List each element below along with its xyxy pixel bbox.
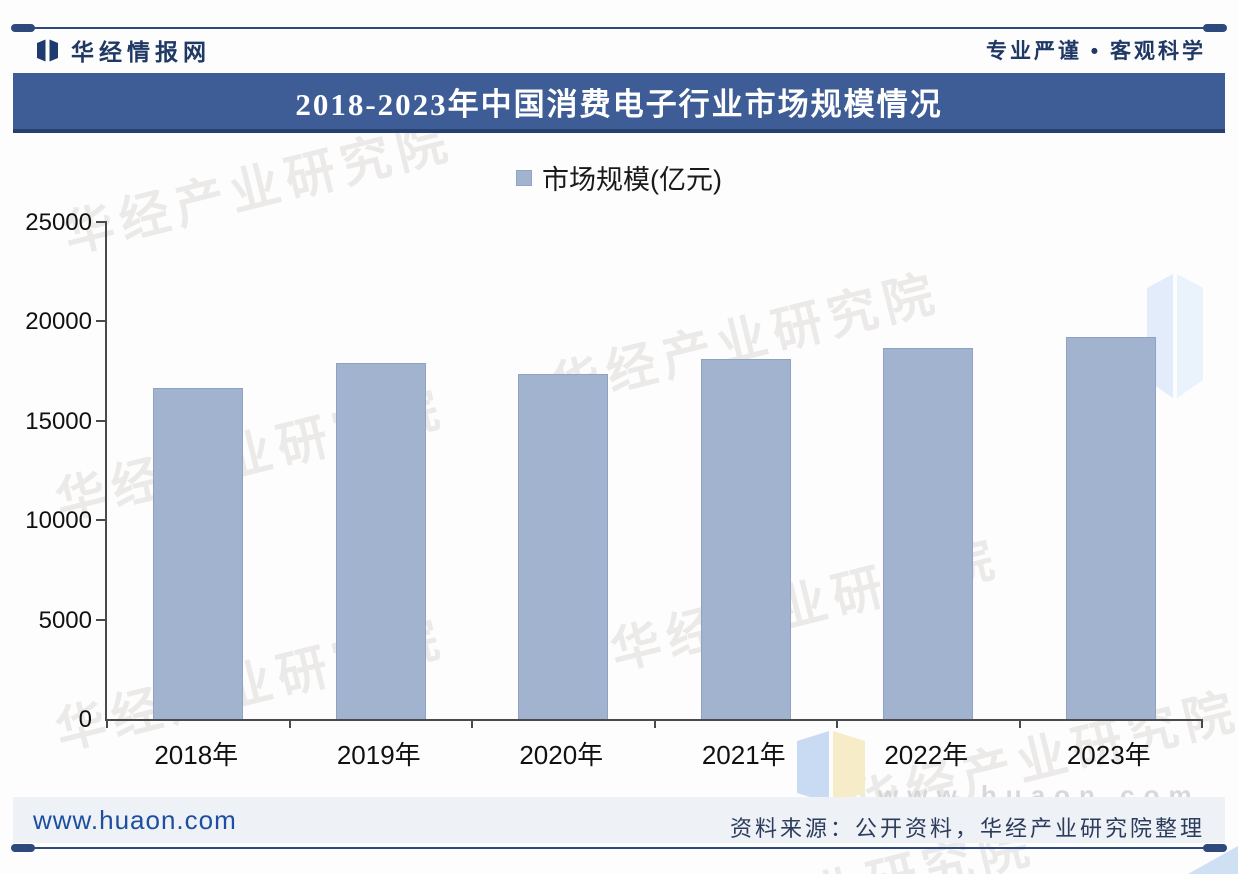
x-tick-mark xyxy=(106,719,108,728)
header: 华经情报网 专业严谨 • 客观科学 xyxy=(34,34,1206,66)
website-url: www.huaon.com xyxy=(33,805,237,835)
header-tagline: 专业严谨 • 客观科学 xyxy=(985,40,1206,63)
legend-swatch xyxy=(516,169,532,186)
legend-label: 市场规模(亿元) xyxy=(542,165,722,195)
bar-2020年 xyxy=(518,374,609,719)
x-axis-labels: 2018年 2019年 2020年 2021年 2022年 2023年 xyxy=(105,735,1200,770)
chart-title-banner: 2018-2023年中国消费电子行业市场规模情况 xyxy=(13,73,1225,133)
x-tick-mark xyxy=(288,719,291,728)
x-tick-mark xyxy=(1201,719,1203,728)
x-tick-mark xyxy=(836,719,838,728)
plot-area xyxy=(96,221,1203,728)
x-tick-label: 2021年 xyxy=(701,740,786,770)
y-tick-label: 10000 xyxy=(25,507,92,535)
y-tick-label: 20000 xyxy=(25,308,92,336)
site-logo: 华经情报网 xyxy=(34,33,211,67)
y-tick-label: 0 xyxy=(78,706,92,733)
source-note: 资料来源：公开资料，华经产业研究院整理 xyxy=(729,816,1205,841)
y-tick-mark xyxy=(96,419,107,422)
y-tick-mark xyxy=(96,618,107,621)
y-tick-mark xyxy=(96,221,107,223)
x-tick-label: 2023年 xyxy=(1066,740,1151,770)
x-tick-label: 2019年 xyxy=(336,740,421,770)
y-tick-label: 15000 xyxy=(25,407,92,435)
y-tick-label: 5000 xyxy=(38,606,92,634)
bar-2023年 xyxy=(1065,337,1156,719)
x-tick-label: 2018年 xyxy=(154,740,239,770)
x-tick-mark xyxy=(471,719,473,728)
bar-2022年 xyxy=(883,348,974,719)
top-divider-line xyxy=(11,24,1227,32)
bar-2021年 xyxy=(700,358,791,719)
y-tick-mark xyxy=(96,519,107,522)
chart-title: 2018-2023年中国消费电子行业市场规模情况 xyxy=(295,86,943,122)
bar-2018年 xyxy=(153,387,244,719)
bar-2019年 xyxy=(335,363,426,719)
x-tick-label: 2020年 xyxy=(519,740,604,770)
y-axis-labels: 0 5000 10000 15000 20000 25000 xyxy=(18,209,92,733)
x-tick-mark xyxy=(1018,719,1021,728)
book-logo-icon xyxy=(37,39,58,61)
legend: 市场规模(亿元) xyxy=(0,158,1238,197)
bottom-divider-line xyxy=(11,844,1227,852)
x-tick-mark xyxy=(653,719,656,728)
y-tick-label: 25000 xyxy=(25,209,92,236)
y-tick-mark xyxy=(96,320,107,323)
footer-band xyxy=(13,797,1225,843)
logo-text: 华经情报网 xyxy=(71,39,211,65)
x-tick-label: 2022年 xyxy=(884,740,969,770)
